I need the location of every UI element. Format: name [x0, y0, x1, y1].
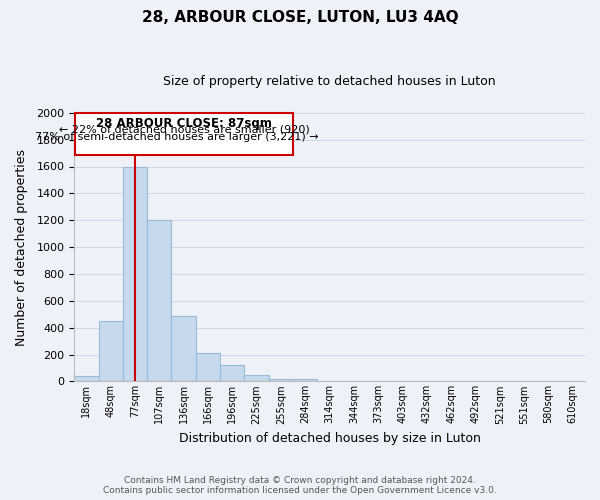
Text: 28 ARBOUR CLOSE: 87sqm: 28 ARBOUR CLOSE: 87sqm: [97, 117, 272, 130]
Bar: [269, 378, 293, 382]
Text: 28, ARBOUR CLOSE, LUTON, LU3 4AQ: 28, ARBOUR CLOSE, LUTON, LU3 4AQ: [142, 10, 458, 25]
Bar: [172, 316, 196, 382]
Bar: [220, 366, 244, 382]
Bar: [147, 220, 172, 382]
Bar: [74, 376, 98, 382]
Bar: [317, 380, 342, 382]
Bar: [293, 380, 317, 382]
Bar: [123, 166, 147, 382]
Bar: [244, 374, 269, 382]
Text: Contains public sector information licensed under the Open Government Licence v3: Contains public sector information licen…: [103, 486, 497, 495]
Text: ← 22% of detached houses are smaller (920): ← 22% of detached houses are smaller (92…: [59, 124, 310, 134]
Title: Size of property relative to detached houses in Luton: Size of property relative to detached ho…: [163, 75, 496, 88]
Y-axis label: Number of detached properties: Number of detached properties: [15, 148, 28, 346]
Bar: [196, 353, 220, 382]
X-axis label: Distribution of detached houses by size in Luton: Distribution of detached houses by size …: [179, 432, 481, 445]
Text: 77% of semi-detached houses are larger (3,221) →: 77% of semi-detached houses are larger (…: [35, 132, 319, 142]
Text: Contains HM Land Registry data © Crown copyright and database right 2024.: Contains HM Land Registry data © Crown c…: [124, 476, 476, 485]
Bar: [98, 321, 123, 382]
Bar: [76, 113, 293, 155]
